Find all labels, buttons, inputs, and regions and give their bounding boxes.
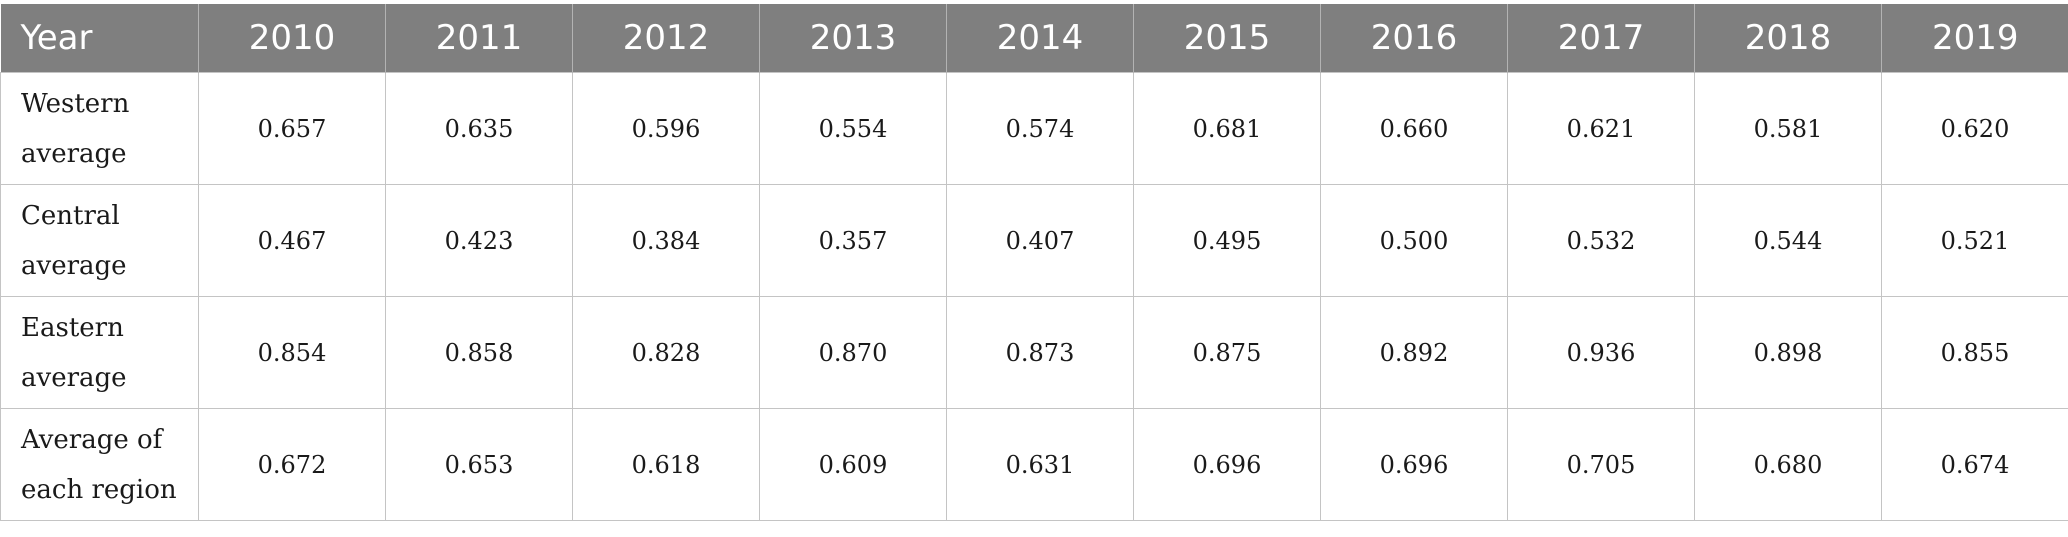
table-cell: 0.407 [946, 184, 1134, 297]
table-cell: 0.609 [759, 408, 947, 521]
table-cell: 0.696 [1320, 408, 1508, 521]
table-cell: 0.596 [572, 72, 760, 185]
table-cell: 0.875 [1133, 296, 1321, 409]
header-cell: 2019 [1881, 4, 2068, 73]
table-cell: 0.660 [1320, 72, 1508, 185]
header-cell: 2017 [1507, 4, 1695, 73]
table-cell: 0.653 [385, 408, 573, 521]
table-cell: 0.500 [1320, 184, 1508, 297]
table-row-central: Central average 0.467 0.423 0.384 0.357 … [0, 184, 2068, 297]
header-cell: 2014 [946, 4, 1134, 73]
table-cell: 0.892 [1320, 296, 1508, 409]
table-cell: 0.873 [946, 296, 1134, 409]
row-label: Eastern average [0, 296, 199, 409]
table-cell: 0.898 [1694, 296, 1882, 409]
header-cell: 2011 [385, 4, 573, 73]
table-cell: 0.680 [1694, 408, 1882, 521]
header-cell: 2016 [1320, 4, 1508, 73]
table-cell: 0.618 [572, 408, 760, 521]
table-cell: 0.384 [572, 184, 760, 297]
header-cell: 2012 [572, 4, 760, 73]
data-table: Year 2010 2011 2012 2013 2014 2015 2016 … [0, 4, 2068, 521]
table-cell: 0.855 [1881, 296, 2068, 409]
table-cell: 0.674 [1881, 408, 2068, 521]
table-cell: 0.854 [198, 296, 386, 409]
table-cell: 0.705 [1507, 408, 1695, 521]
table-cell: 0.621 [1507, 72, 1695, 185]
table-row-western: Western average 0.657 0.635 0.596 0.554 … [0, 72, 2068, 185]
table-cell: 0.635 [385, 72, 573, 185]
table-cell: 0.657 [198, 72, 386, 185]
table-cell: 0.521 [1881, 184, 2068, 297]
table-cell: 0.574 [946, 72, 1134, 185]
table-cell: 0.936 [1507, 296, 1695, 409]
table-row-eastern: Eastern average 0.854 0.858 0.828 0.870 … [0, 296, 2068, 409]
header-cell-year: Year [0, 4, 199, 73]
header-cell: 2010 [198, 4, 386, 73]
header-cell: 2013 [759, 4, 947, 73]
table-cell: 0.544 [1694, 184, 1882, 297]
table-cell: 0.467 [198, 184, 386, 297]
table-cell: 0.532 [1507, 184, 1695, 297]
table-cell: 0.858 [385, 296, 573, 409]
table-row-average: Average of each region 0.672 0.653 0.618… [0, 408, 2068, 521]
table-cell: 0.554 [759, 72, 947, 185]
table-cell: 0.870 [759, 296, 947, 409]
table-cell: 0.495 [1133, 184, 1321, 297]
data-table-container: Year 2010 2011 2012 2013 2014 2015 2016 … [0, 4, 2068, 521]
table-cell: 0.828 [572, 296, 760, 409]
table-cell: 0.631 [946, 408, 1134, 521]
header-cell: 2015 [1133, 4, 1321, 73]
table-cell: 0.423 [385, 184, 573, 297]
row-label: Western average [0, 72, 199, 185]
table-cell: 0.672 [198, 408, 386, 521]
table-cell: 0.620 [1881, 72, 2068, 185]
table-cell: 0.696 [1133, 408, 1321, 521]
table-cell: 0.581 [1694, 72, 1882, 185]
row-label: Central average [0, 184, 199, 297]
table-cell: 0.681 [1133, 72, 1321, 185]
row-label: Average of each region [0, 408, 199, 521]
header-cell: 2018 [1694, 4, 1882, 73]
table-header-row: Year 2010 2011 2012 2013 2014 2015 2016 … [0, 4, 2068, 73]
table-cell: 0.357 [759, 184, 947, 297]
